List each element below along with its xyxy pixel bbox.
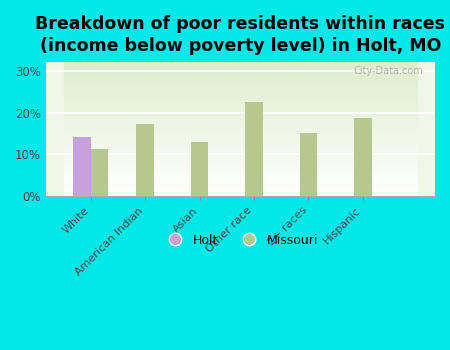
Bar — [63, 62, 417, 64]
Legend: Holt, Missouri: Holt, Missouri — [158, 229, 323, 252]
Bar — [63, 145, 417, 147]
Bar — [63, 147, 417, 149]
Bar — [63, 140, 417, 143]
Bar — [136, 124, 154, 196]
Bar — [63, 111, 417, 114]
Bar — [91, 149, 108, 196]
Bar — [63, 118, 417, 120]
Bar — [63, 190, 417, 192]
Bar — [63, 149, 417, 152]
Bar — [73, 137, 91, 196]
Bar — [63, 80, 417, 82]
Bar — [63, 127, 417, 129]
Bar — [63, 134, 417, 136]
Bar — [63, 107, 417, 109]
Bar — [63, 120, 417, 122]
Bar — [63, 138, 417, 140]
Bar — [191, 142, 208, 196]
Bar — [63, 116, 417, 118]
Bar — [63, 114, 417, 116]
Bar — [63, 64, 417, 67]
Bar — [63, 152, 417, 154]
Bar — [63, 71, 417, 74]
Text: City-Data.com: City-Data.com — [354, 66, 423, 76]
Bar — [63, 169, 417, 172]
Bar — [63, 87, 417, 89]
Bar — [63, 172, 417, 174]
Bar — [63, 67, 417, 69]
Bar — [63, 125, 417, 127]
Bar — [63, 76, 417, 78]
Bar — [63, 185, 417, 187]
Bar — [63, 122, 417, 125]
Bar — [63, 176, 417, 178]
Bar — [63, 187, 417, 190]
Bar — [63, 192, 417, 194]
Bar — [63, 82, 417, 85]
Bar — [63, 143, 417, 145]
Bar — [63, 174, 417, 176]
Bar — [63, 105, 417, 107]
Bar — [354, 118, 372, 196]
Bar — [63, 183, 417, 185]
Bar — [63, 103, 417, 105]
Bar — [63, 93, 417, 96]
Bar — [63, 165, 417, 167]
Bar — [245, 102, 263, 196]
Bar — [63, 161, 417, 163]
Bar — [63, 109, 417, 111]
Bar — [63, 154, 417, 156]
Bar — [63, 98, 417, 100]
Bar — [63, 74, 417, 76]
Bar — [63, 136, 417, 138]
Bar — [63, 96, 417, 98]
Bar — [63, 100, 417, 103]
Bar — [300, 133, 317, 196]
Bar — [63, 158, 417, 161]
Bar — [63, 85, 417, 87]
Bar — [63, 132, 417, 134]
Bar — [63, 89, 417, 91]
Bar — [63, 167, 417, 169]
Bar — [63, 69, 417, 71]
Bar — [63, 181, 417, 183]
Bar — [63, 156, 417, 158]
Bar — [63, 194, 417, 196]
Bar — [63, 178, 417, 181]
Bar — [63, 163, 417, 165]
Bar — [63, 91, 417, 93]
Bar — [63, 129, 417, 132]
Title: Breakdown of poor residents within races
(income below poverty level) in Holt, M: Breakdown of poor residents within races… — [36, 15, 446, 55]
Bar — [63, 78, 417, 80]
